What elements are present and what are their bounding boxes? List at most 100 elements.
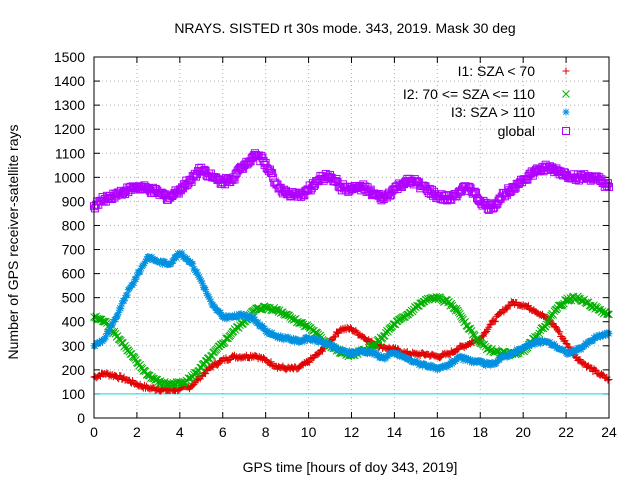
data-point <box>505 302 513 310</box>
data-point <box>102 333 110 341</box>
data-point <box>372 349 380 357</box>
data-point <box>312 335 320 343</box>
x-tick-label: 12 <box>344 424 360 440</box>
data-point <box>198 279 206 287</box>
data-point <box>302 333 310 341</box>
data-point <box>491 317 499 325</box>
data-point <box>301 322 310 330</box>
data-point <box>108 321 116 329</box>
data-point <box>118 300 126 308</box>
data-point <box>463 357 471 365</box>
x-tick-label: 22 <box>558 424 574 440</box>
y-tick-label: 900 <box>62 193 86 209</box>
ticks-layer: 0 2 4 6 8 10 12 14 16 18 20 22 240100200300400500600… <box>54 49 617 440</box>
x-tick-label: 2 <box>133 424 141 440</box>
series-2 <box>90 249 613 374</box>
data-point <box>359 180 368 189</box>
data-point <box>205 293 213 301</box>
series-layer <box>90 149 613 395</box>
data-point <box>197 277 205 285</box>
data-point <box>351 350 359 358</box>
data-point <box>569 349 577 357</box>
data-point <box>490 318 498 326</box>
data-point <box>206 295 214 303</box>
data-point <box>140 259 148 267</box>
data-point <box>466 324 475 333</box>
data-point <box>117 305 125 313</box>
data-point <box>255 305 264 313</box>
x-tick-label: 14 <box>387 424 403 440</box>
data-point <box>580 342 588 350</box>
data-point <box>208 351 216 360</box>
data-point <box>249 316 257 324</box>
data-point <box>263 329 271 337</box>
y-tick-label: 1200 <box>54 121 85 137</box>
legend-marker <box>562 108 570 116</box>
chart-title: NRAYS. SISTED rt 30s mode. 343, 2019. Ma… <box>174 20 515 36</box>
data-point <box>130 354 139 362</box>
data-point <box>604 376 612 384</box>
x-tick-label: 18 <box>472 424 488 440</box>
x-tick-label: 4 <box>176 424 184 440</box>
data-point <box>142 257 149 265</box>
data-point <box>273 334 281 342</box>
series-3 <box>90 149 613 214</box>
x-axis-label: GPS time [hours of doy 343, 2019] <box>243 459 458 475</box>
y-tick-label: 400 <box>62 314 86 330</box>
data-point <box>384 328 392 336</box>
data-point <box>543 318 552 327</box>
y-tick-label: 1300 <box>54 97 85 113</box>
x-tick-label: 10 <box>301 424 317 440</box>
data-point <box>446 361 454 369</box>
data-point <box>361 347 369 355</box>
data-point <box>331 333 339 341</box>
data-point <box>551 323 559 331</box>
data-point <box>470 187 479 196</box>
y-tick-label: 600 <box>62 266 86 282</box>
data-point <box>155 259 163 267</box>
data-point <box>290 334 298 342</box>
x-tick-label: 20 <box>515 424 531 440</box>
data-point <box>531 341 539 349</box>
data-point <box>267 358 275 366</box>
data-point <box>457 312 465 320</box>
data-point <box>254 318 262 326</box>
plot-frame <box>93 56 610 419</box>
y-tick-label: 100 <box>62 386 86 402</box>
x-tick-label: 0 <box>90 424 98 440</box>
data-point <box>327 343 335 351</box>
data-point <box>123 291 131 299</box>
data-point <box>262 303 271 312</box>
data-point <box>454 345 462 353</box>
data-point <box>405 355 413 363</box>
data-point <box>190 381 198 389</box>
y-axis-label: Number of GPS receiver-satellite rays <box>5 125 21 360</box>
data-point <box>556 328 564 336</box>
data-point <box>452 304 461 313</box>
data-point <box>550 340 558 348</box>
data-point <box>250 313 258 321</box>
data-point <box>217 309 225 317</box>
data-point <box>137 264 145 272</box>
data-point <box>546 338 554 346</box>
data-point <box>94 340 102 348</box>
data-point <box>173 254 181 262</box>
data-point <box>300 337 308 345</box>
legend-marker <box>562 127 570 135</box>
data-point <box>526 343 534 351</box>
data-point <box>213 361 221 369</box>
y-tick-label: 0 <box>77 410 85 426</box>
data-point <box>178 249 186 257</box>
data-point <box>374 350 382 358</box>
x-tick-label: 16 <box>430 424 446 440</box>
y-tick-label: 1100 <box>55 145 85 161</box>
x-tick-label: 6 <box>219 424 227 440</box>
y-tick-label: 800 <box>62 217 86 233</box>
data-point <box>411 357 419 365</box>
data-point <box>525 340 533 348</box>
legend-label: I1: SZA < 70 <box>458 63 536 79</box>
data-point <box>268 169 277 178</box>
data-point <box>414 359 422 367</box>
